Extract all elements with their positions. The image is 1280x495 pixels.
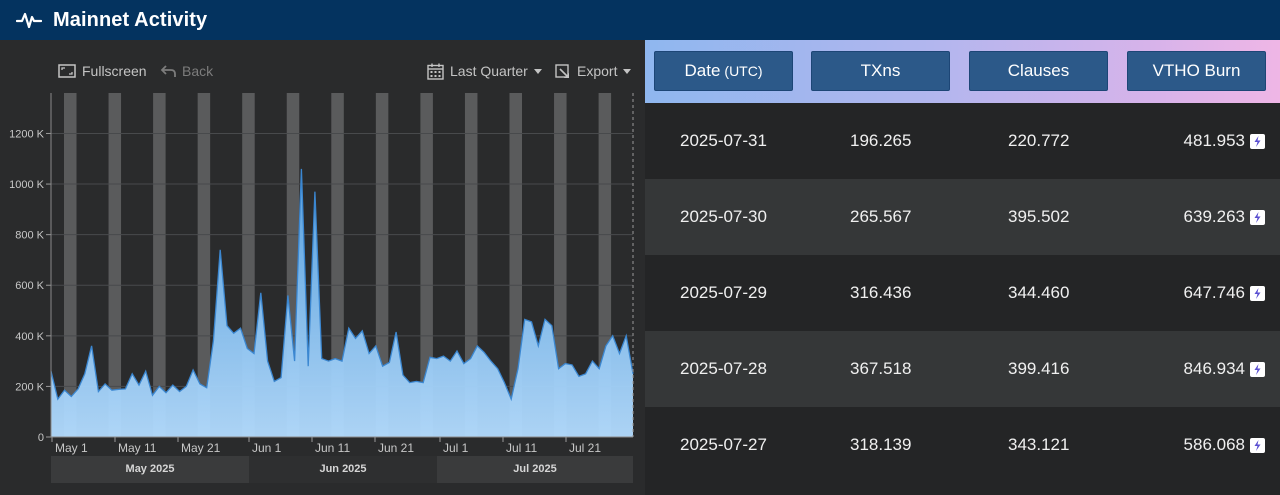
cell-date: 2025-07-30	[680, 179, 767, 255]
cell-vtho-burn-value: 586.068	[1184, 435, 1245, 455]
export-icon	[555, 64, 571, 79]
cell-vtho-burn-value: 481.953	[1184, 131, 1245, 151]
cell-date: 2025-07-29	[680, 255, 767, 331]
cell-txns: 265.567	[850, 179, 911, 255]
x-tick-label: Jun 21	[378, 441, 414, 455]
cell-date: 2025-07-31	[680, 103, 767, 179]
back-button[interactable]: Back	[160, 62, 213, 80]
column-txns[interactable]: TXns	[811, 51, 950, 91]
x-tick-label: Jul 11	[506, 441, 537, 455]
vtho-token-icon	[1250, 438, 1265, 453]
vtho-token-icon	[1250, 210, 1265, 225]
cell-clauses: 220.772	[1008, 103, 1069, 179]
cell-vtho-burn: 846.934	[1184, 331, 1265, 407]
vtho-token-icon	[1250, 134, 1265, 149]
y-tick-label: 1000 K	[9, 179, 45, 191]
column-date[interactable]: Date (UTC)	[654, 51, 793, 91]
column-vtho-burn-label: VTHO Burn	[1153, 61, 1241, 81]
x-tick-label: Jul 21	[569, 441, 601, 455]
y-tick-label: 200 K	[15, 381, 44, 393]
cell-vtho-burn-value: 639.263	[1184, 207, 1245, 227]
cell-date: 2025-07-27	[680, 407, 767, 483]
y-tick-label: 600 K	[15, 280, 44, 292]
cell-vtho-burn-value: 846.934	[1184, 359, 1245, 379]
cell-txns: 196.265	[850, 103, 911, 179]
x-tick-label: Jul 1	[443, 441, 469, 455]
column-date-suffix: (UTC)	[724, 63, 762, 79]
caret-down-icon	[623, 69, 631, 74]
column-vtho-burn[interactable]: VTHO Burn	[1127, 51, 1266, 91]
back-label: Back	[182, 63, 213, 79]
cell-date: 2025-07-28	[680, 331, 767, 407]
column-date-label: Date	[684, 61, 720, 81]
y-tick-label: 0	[38, 432, 44, 444]
month-label: Jul 2025	[513, 463, 556, 475]
y-tick-label: 800 K	[15, 230, 44, 242]
weekend-band	[109, 93, 122, 437]
cell-clauses: 399.416	[1008, 331, 1069, 407]
fullscreen-button[interactable]: Fullscreen	[58, 62, 147, 80]
weekend-band	[153, 93, 166, 437]
cell-vtho-burn: 586.068	[1184, 407, 1265, 483]
cell-vtho-burn-value: 647.746	[1184, 283, 1245, 303]
export-label: Export	[577, 63, 617, 79]
range-dropdown[interactable]: Last Quarter	[427, 62, 542, 80]
x-tick-label: Jun 11	[315, 441, 350, 455]
x-tick-label: May 1	[55, 441, 88, 455]
table-row: 2025-07-27 318.139 343.121 586.068	[645, 407, 1280, 483]
y-tick-label: 400 K	[15, 331, 44, 343]
cell-clauses: 395.502	[1008, 179, 1069, 255]
back-arrow-icon	[160, 64, 176, 78]
range-label: Last Quarter	[450, 63, 528, 79]
x-tick-label: May 11	[118, 441, 157, 455]
column-clauses-label: Clauses	[1008, 61, 1069, 81]
cell-txns: 367.518	[850, 331, 911, 407]
fullscreen-icon	[58, 64, 76, 78]
y-tick-label: 1200 K	[9, 128, 45, 140]
column-txns-label: TXns	[861, 61, 901, 81]
activity-table: Date (UTC) TXns Clauses VTHO Burn 2025-0…	[645, 40, 1280, 495]
vtho-token-icon	[1250, 286, 1265, 301]
vtho-token-icon	[1250, 362, 1265, 377]
table-row: 2025-07-31 196.265 220.772 481.953	[645, 103, 1280, 179]
month-label: May 2025	[126, 463, 175, 475]
table-row: 2025-07-29 316.436 344.460 647.746	[645, 255, 1280, 331]
calendar-icon	[427, 63, 444, 80]
cell-txns: 318.139	[850, 407, 911, 483]
table-row: 2025-07-30 265.567 395.502 639.263	[645, 179, 1280, 255]
cell-vtho-burn: 481.953	[1184, 103, 1265, 179]
cell-clauses: 343.121	[1008, 407, 1069, 483]
cell-vtho-burn: 647.746	[1184, 255, 1265, 331]
column-clauses[interactable]: Clauses	[969, 51, 1108, 91]
weekend-band	[64, 93, 77, 437]
cell-txns: 316.436	[850, 255, 911, 331]
month-label: Jun 2025	[319, 463, 366, 475]
caret-down-icon	[534, 69, 542, 74]
cell-clauses: 344.460	[1008, 255, 1069, 331]
fullscreen-label: Fullscreen	[82, 63, 147, 79]
x-tick-label: Jun 1	[252, 441, 282, 455]
x-tick-label: May 21	[181, 441, 221, 455]
table-header: Date (UTC) TXns Clauses VTHO Burn	[645, 40, 1280, 103]
table-row: 2025-07-28 367.518 399.416 846.934	[645, 331, 1280, 407]
cell-vtho-burn: 639.263	[1184, 179, 1265, 255]
export-dropdown[interactable]: Export	[555, 62, 631, 80]
